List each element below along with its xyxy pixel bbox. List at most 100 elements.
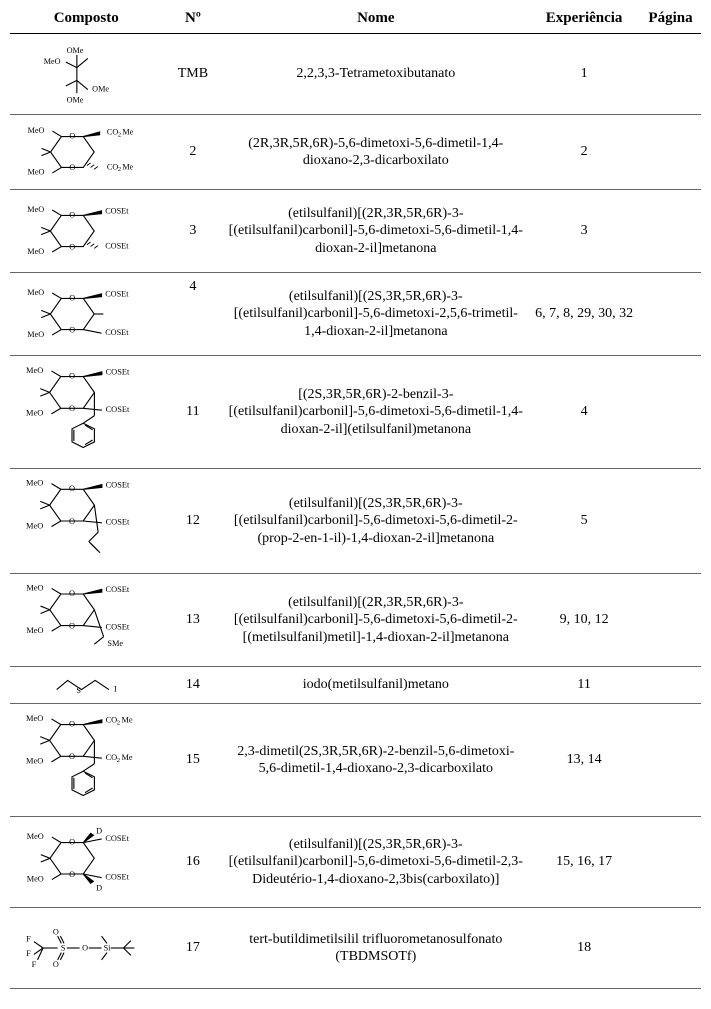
molecule-14-icon: S I [31,673,141,697]
svg-text:F: F [26,935,31,944]
pagina-cell [640,273,701,356]
svg-text:O: O [82,944,88,953]
table-row: O O MeO MeO COSEt COSEt 3 (etilsulfanil)… [10,190,701,273]
svg-text:Me: Me [123,162,134,171]
svg-text:MeO: MeO [27,247,44,256]
th-experiencia: Experiência [528,6,640,34]
experiencia-cell: 11 [528,667,640,704]
svg-text:COSEt: COSEt [105,207,129,216]
pagina-cell [640,908,701,989]
svg-text:O: O [69,837,75,846]
structure-cell: S I [10,667,162,704]
svg-text:MeO: MeO [26,521,43,530]
svg-text:S: S [77,686,82,695]
svg-text:MeO: MeO [44,57,61,66]
numero-cell: 3 [162,190,223,273]
nome-cell: (etilsulfanil)[(2R,3R,5R,6R)-3-[(etilsul… [223,190,528,273]
pagina-cell [640,34,701,115]
svg-text:F: F [32,960,37,969]
svg-text:MeO: MeO [26,714,43,723]
svg-text:MeO: MeO [27,874,44,883]
svg-text:CO: CO [106,716,118,725]
numero-cell: 2 [162,115,223,190]
svg-text:S: S [61,944,66,953]
table-row: O O MeO MeO CO2Me CO2Me 2 (2R,3R,5R,6R)-… [10,115,701,190]
svg-text:O: O [69,371,75,380]
svg-text:COSEt: COSEt [105,290,129,299]
svg-text:CO: CO [107,162,118,171]
svg-text:O: O [70,210,76,219]
svg-text:CO: CO [107,128,118,137]
molecule-15-icon: O O MeO MeO CO2Me CO2Me [16,711,156,809]
molecule-2-icon: O O MeO MeO CO2Me CO2Me [16,122,156,182]
experiencia-cell: 5 [528,469,640,574]
molecule-11-icon: O O MeO MeO COSEt COSEt [16,363,156,461]
svg-text:COSEt: COSEt [105,241,129,250]
svg-text:O: O [53,927,59,936]
nome-cell: 2,3-dimetil(2S,3R,5R,6R)-2-benzil-5,6-di… [223,704,528,817]
experiencia-cell: 6, 7, 8, 29, 30, 32 [528,273,640,356]
numero-cell: TMB [162,34,223,115]
svg-text:OMe: OMe [67,46,84,55]
structure-cell: O O MeO MeO CO2Me CO2Me [10,704,162,817]
pagina-cell [640,574,701,667]
svg-text:MeO: MeO [27,626,44,635]
svg-text:MeO: MeO [27,288,44,297]
svg-text:Me: Me [123,128,134,137]
table-row: O O MeO MeO COSEt COSEt 12 (etilsu [10,469,701,574]
structure-cell: O O MeO MeO COSEt COSEt [10,356,162,469]
table-row: OMe MeO OMe OMe TMB 2,2,3,3-Tetrametoxib… [10,34,701,115]
structure-cell: O O MeO MeO COSEt COSEt D D [10,817,162,908]
svg-text:MeO: MeO [26,479,43,488]
svg-text:2: 2 [117,757,120,764]
structure-cell: O O MeO MeO COSEt COSEt SMe [10,574,162,667]
pagina-cell [640,704,701,817]
table-row: S I 14 iodo(metilsulfanil)metano 11 [10,667,701,704]
svg-text:Me: Me [122,716,133,725]
svg-text:O: O [69,621,75,630]
molecule-12-icon: O O MeO MeO COSEt COSEt [16,476,156,566]
svg-text:OMe: OMe [92,84,109,93]
numero-cell: 4 [162,273,223,356]
experiencia-cell: 15, 16, 17 [528,817,640,908]
numero-cell: 13 [162,574,223,667]
molecule-tmb-icon: OMe MeO OMe OMe [31,42,141,106]
svg-text:MeO: MeO [27,205,44,214]
svg-text:O: O [69,719,75,728]
nome-cell: [(2S,3R,5R,6R)-2-benzil-3-[(etilsulfanil… [223,356,528,469]
svg-text:O: O [69,589,75,598]
nome-cell: (etilsulfanil)[(2S,3R,5R,6R)-3-[(etilsul… [223,469,528,574]
svg-text:OMe: OMe [67,95,84,104]
svg-text:COSEt: COSEt [106,480,130,489]
experiencia-cell: 18 [528,908,640,989]
svg-text:MeO: MeO [27,583,44,592]
svg-text:MeO: MeO [26,757,43,766]
th-nome: Nome [223,6,528,34]
numero-cell: 12 [162,469,223,574]
nome-cell: (etilsulfanil)[(2S,3R,5R,6R)-3-[(etilsul… [223,273,528,356]
table-row: O O MeO MeO COSEt COSEt 4 (etilsulfanil)… [10,273,701,356]
compounds-table: Composto Nº Nome Experiência Página OMe … [10,6,701,989]
svg-text:MeO: MeO [27,330,44,339]
pagina-cell [640,356,701,469]
svg-text:O: O [70,293,76,302]
nome-cell: (etilsulfanil)[(2S,3R,5R,6R)-3-[(etilsul… [223,817,528,908]
svg-text:O: O [69,484,75,493]
table-row: F F F S O O O Si 17 [10,908,701,989]
th-pagina: Página [640,6,701,34]
svg-text:COSEt: COSEt [106,873,130,882]
svg-text:SMe: SMe [108,639,124,648]
svg-text:O: O [69,404,75,413]
pagina-cell [640,469,701,574]
svg-text:O: O [69,517,75,526]
table-row: O O MeO MeO COSEt COSEt 11 [(2S,3R [10,356,701,469]
svg-text:F: F [26,949,31,958]
svg-text:O: O [70,163,76,172]
pagina-cell [640,115,701,190]
svg-text:COSEt: COSEt [105,328,129,337]
experiencia-cell: 3 [528,190,640,273]
structure-cell: O O MeO MeO COSEt COSEt [10,469,162,574]
structure-cell: F F F S O O O Si [10,908,162,989]
svg-text:COSEt: COSEt [106,622,130,631]
svg-text:MeO: MeO [26,366,43,375]
